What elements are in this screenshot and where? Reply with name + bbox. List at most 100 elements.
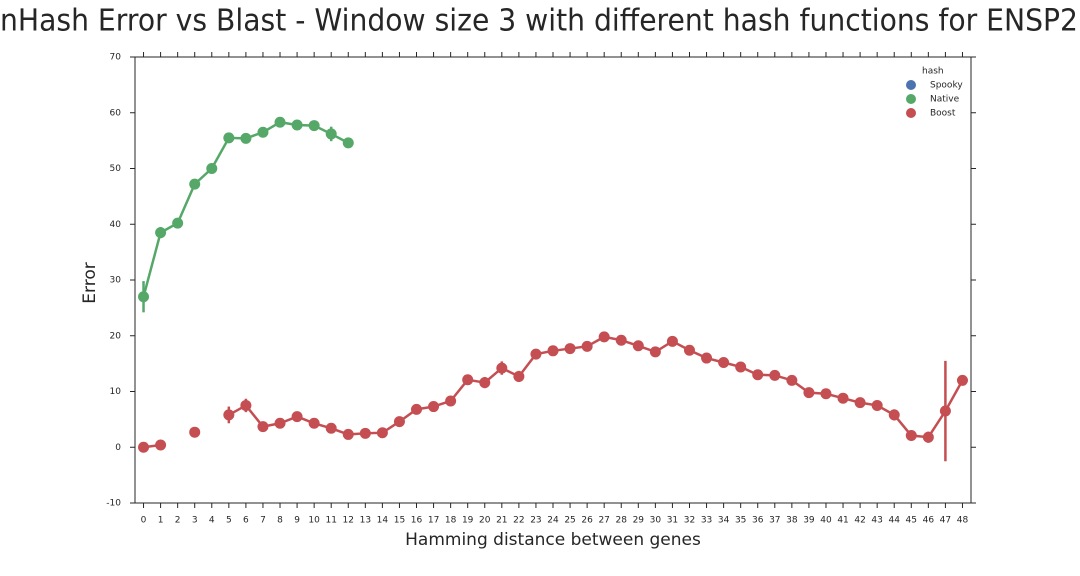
point bbox=[138, 441, 150, 453]
y-tick-label: 0 bbox=[115, 443, 121, 453]
x-tick-label: 42 bbox=[854, 516, 865, 526]
x-tick-label: 9 bbox=[294, 516, 300, 526]
point bbox=[257, 126, 269, 138]
point bbox=[939, 405, 951, 417]
point bbox=[615, 334, 627, 346]
y-tick-label: 40 bbox=[110, 220, 122, 230]
point bbox=[786, 374, 798, 386]
point bbox=[428, 401, 440, 413]
point bbox=[257, 421, 269, 433]
point bbox=[496, 362, 508, 374]
x-tick-label: 16 bbox=[411, 516, 423, 526]
x-tick-label: 4 bbox=[209, 516, 215, 526]
point bbox=[701, 352, 713, 364]
x-tick-label: 41 bbox=[837, 516, 848, 526]
point bbox=[735, 361, 747, 373]
x-tick-label: 34 bbox=[718, 516, 730, 526]
x-tick-label: 38 bbox=[786, 516, 798, 526]
y-tick-label: 10 bbox=[110, 387, 122, 397]
x-tick-label: 11 bbox=[325, 516, 336, 526]
point bbox=[547, 345, 559, 357]
legend-label: Boost bbox=[930, 109, 956, 119]
point bbox=[291, 119, 303, 131]
x-tick-label: 12 bbox=[343, 516, 354, 526]
point bbox=[138, 291, 150, 303]
legend-marker bbox=[906, 108, 916, 118]
x-tick-label: 3 bbox=[192, 516, 198, 526]
point bbox=[803, 387, 815, 399]
x-tick-label: 21 bbox=[496, 516, 507, 526]
x-tick-label: 48 bbox=[957, 516, 969, 526]
x-tick-label: 19 bbox=[462, 516, 474, 526]
y-tick-label: 20 bbox=[110, 331, 122, 341]
x-tick-label: 26 bbox=[581, 516, 593, 526]
legend-title: hash bbox=[922, 67, 944, 77]
x-tick-label: 28 bbox=[616, 516, 628, 526]
point bbox=[393, 416, 405, 428]
point bbox=[223, 409, 235, 421]
x-tick-label: 40 bbox=[820, 516, 832, 526]
point bbox=[240, 132, 252, 144]
x-tick-label: 35 bbox=[735, 516, 746, 526]
x-tick-label: 1 bbox=[158, 516, 164, 526]
x-tick-label: 30 bbox=[650, 516, 662, 526]
x-tick-label: 2 bbox=[175, 516, 181, 526]
point bbox=[206, 163, 218, 174]
point bbox=[530, 348, 542, 360]
x-tick-label: 6 bbox=[243, 516, 249, 526]
x-tick-label: 10 bbox=[308, 516, 320, 526]
point bbox=[445, 395, 457, 407]
y-tick-label: -10 bbox=[106, 499, 121, 509]
point bbox=[411, 403, 423, 415]
point bbox=[342, 428, 354, 440]
chart-title: nHash Error vs Blast - Window size 3 wit… bbox=[0, 4, 1078, 39]
point bbox=[308, 120, 320, 132]
x-tick-label: 7 bbox=[260, 516, 266, 526]
point bbox=[581, 340, 593, 352]
point bbox=[359, 427, 371, 439]
point bbox=[666, 335, 678, 347]
x-tick-label: 29 bbox=[633, 516, 645, 526]
point bbox=[905, 430, 917, 442]
legend-marker bbox=[906, 80, 916, 90]
point bbox=[888, 409, 900, 421]
x-tick-label: 22 bbox=[513, 516, 524, 526]
point bbox=[342, 137, 354, 149]
point bbox=[155, 439, 167, 451]
x-tick-label: 39 bbox=[803, 516, 815, 526]
point bbox=[308, 417, 320, 429]
point bbox=[462, 374, 474, 386]
point bbox=[598, 331, 610, 343]
x-tick-label: 31 bbox=[667, 516, 678, 526]
point bbox=[325, 128, 337, 140]
point bbox=[240, 399, 252, 411]
x-tick-label: 18 bbox=[445, 516, 457, 526]
point bbox=[632, 340, 644, 352]
point bbox=[854, 397, 866, 409]
point bbox=[820, 388, 832, 400]
x-tick-label: 46 bbox=[923, 516, 935, 526]
y-tick-label: 60 bbox=[110, 108, 122, 118]
x-tick-label: 8 bbox=[277, 516, 283, 526]
x-tick-label: 13 bbox=[360, 516, 371, 526]
point bbox=[291, 411, 303, 423]
y-axis-label: Error bbox=[80, 262, 100, 303]
x-tick-label: 36 bbox=[752, 516, 764, 526]
x-tick-label: 14 bbox=[377, 516, 389, 526]
point bbox=[956, 374, 968, 386]
point bbox=[922, 431, 934, 443]
x-tick-label: 15 bbox=[394, 516, 405, 526]
point bbox=[223, 132, 235, 144]
y-tick-label: 30 bbox=[110, 276, 122, 286]
point bbox=[479, 377, 491, 389]
point bbox=[769, 369, 781, 381]
point bbox=[325, 422, 337, 434]
x-tick-label: 43 bbox=[871, 516, 882, 526]
point bbox=[837, 392, 849, 404]
x-tick-label: 47 bbox=[940, 516, 951, 526]
x-axis-label: Hamming distance between genes bbox=[405, 530, 701, 550]
point bbox=[274, 417, 286, 429]
point bbox=[189, 426, 201, 438]
y-tick-label: 70 bbox=[110, 53, 122, 63]
